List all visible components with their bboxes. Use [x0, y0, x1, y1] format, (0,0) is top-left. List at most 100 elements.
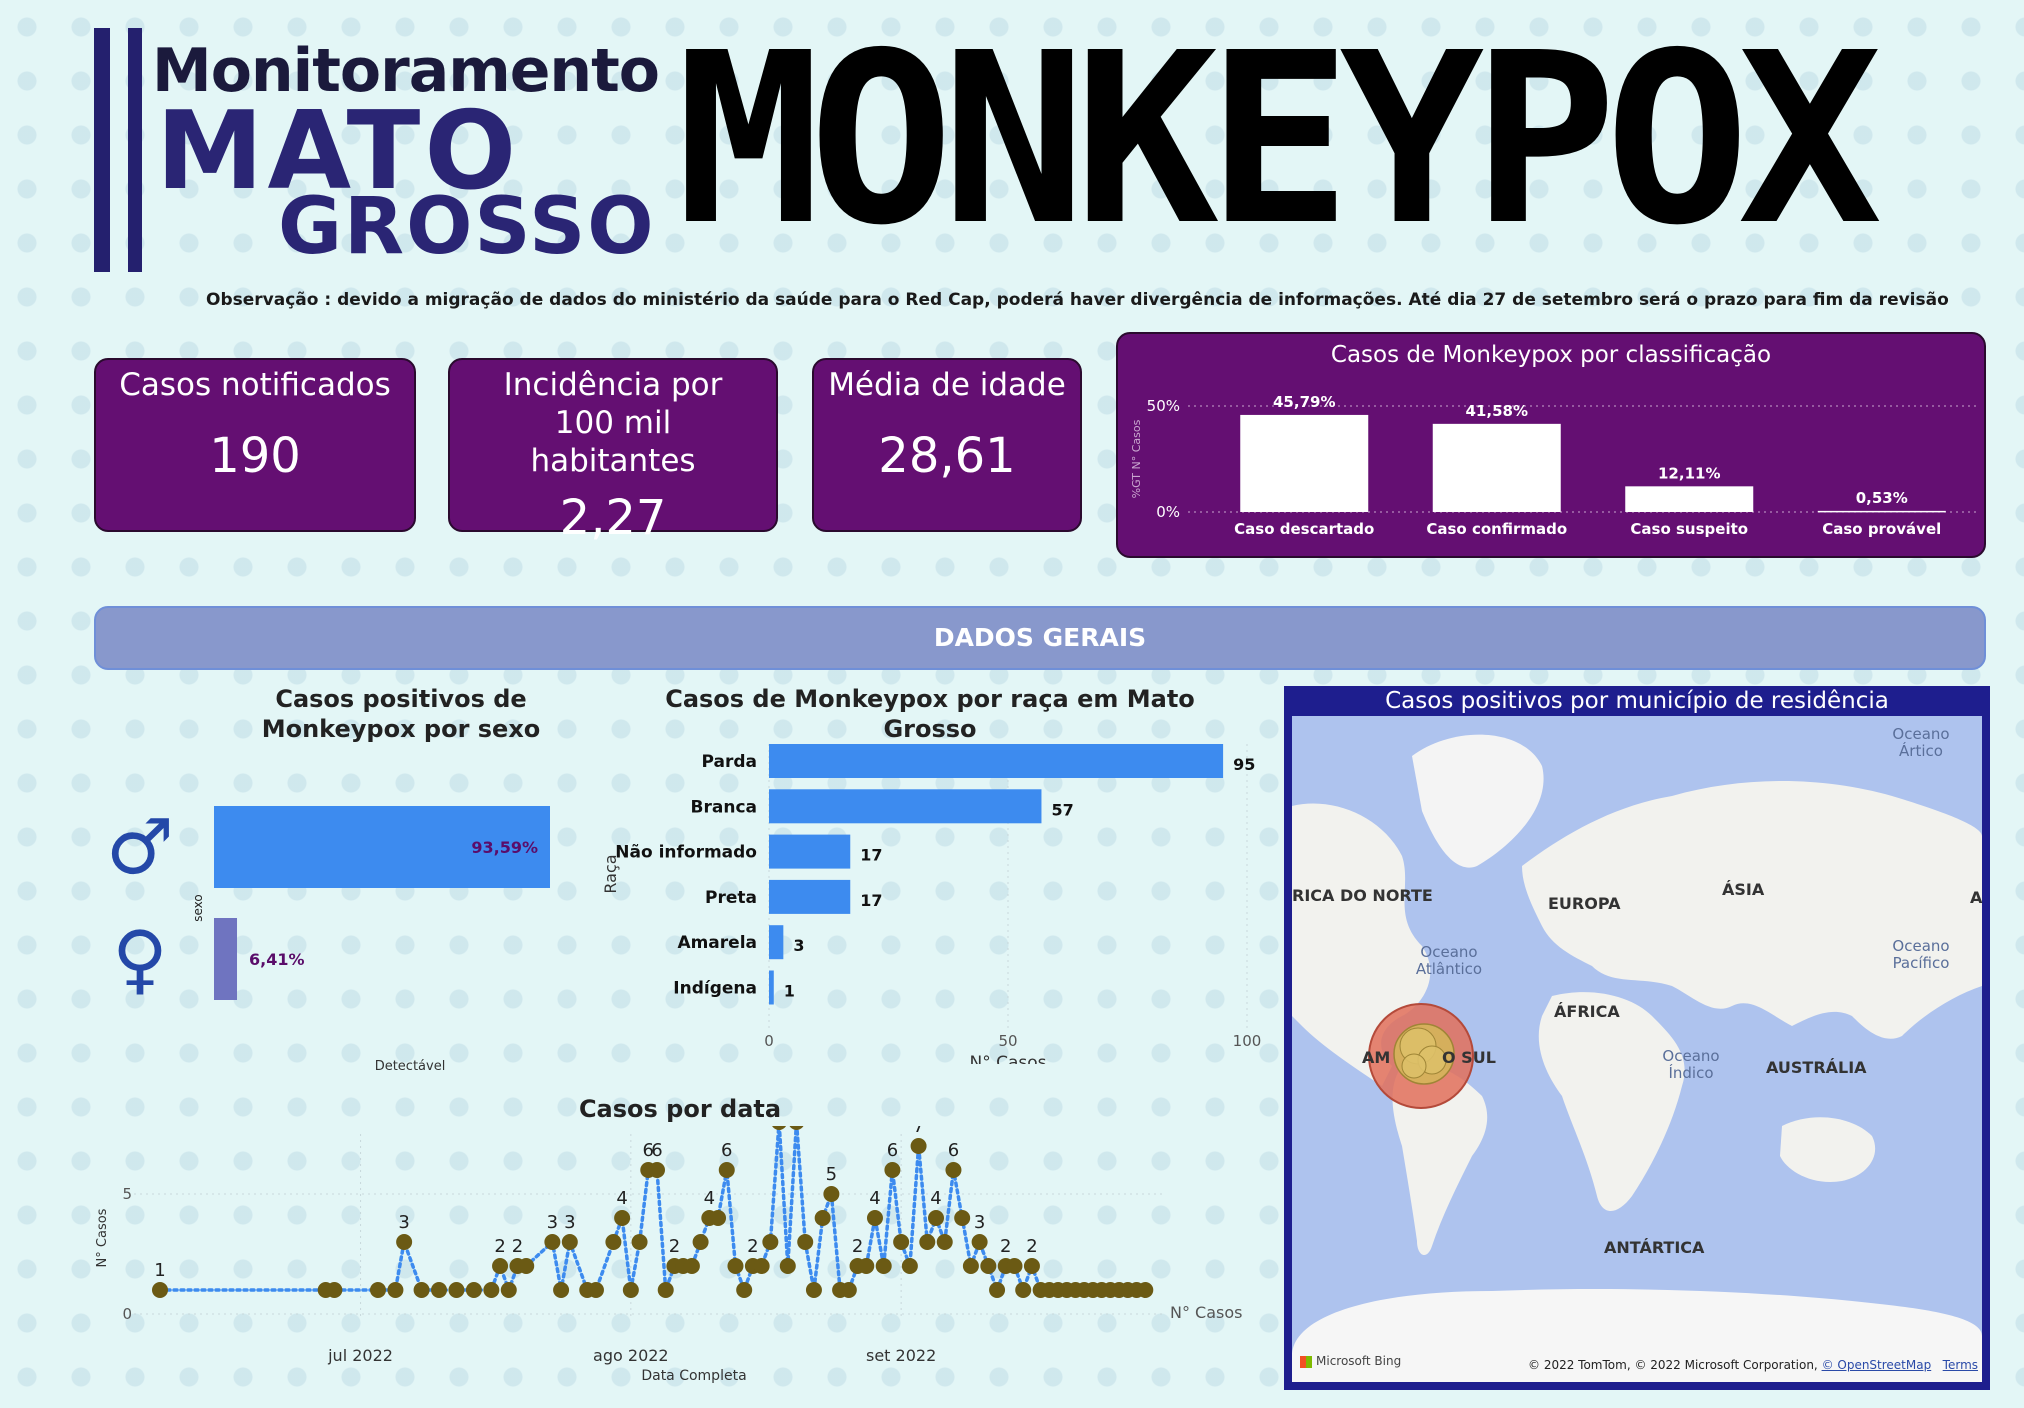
raca-chart: 0 50 100 Parda 95 Branca 57 Não informado 17 Pret… — [601, 744, 1261, 1064]
raca-data-label: 57 — [1051, 800, 1073, 819]
line-point — [779, 1258, 796, 1274]
classificacao-bar — [1432, 423, 1561, 512]
map-label-europe: EUROPA — [1548, 894, 1621, 913]
line-xtick: ago 2022 — [593, 1346, 669, 1365]
logo-monitoramento: Monitoramento — [152, 36, 660, 106]
sexo-bar — [214, 806, 550, 888]
line-point — [492, 1258, 509, 1274]
data-chart-title: Casos por data — [578, 1095, 782, 1123]
line-point — [928, 1210, 945, 1226]
ocean-label-indico: Oceano Índico — [1662, 1047, 1720, 1082]
map-credit-text: © 2022 TomTom, © 2022 Microsoft Corporat… — [1528, 1358, 1822, 1372]
line-point — [727, 1258, 744, 1274]
line-point — [326, 1282, 343, 1298]
line-point — [692, 1234, 709, 1250]
bing-logo: Microsoft Bing — [1300, 1354, 1401, 1368]
classificacao-category-label: Caso suspeito — [1630, 520, 1748, 538]
terms-link[interactable]: Terms — [1942, 1358, 1979, 1372]
line-point — [587, 1282, 604, 1298]
line-point — [945, 1162, 962, 1178]
classificacao-card[interactable]: Casos de Monkeypox por classificação 50%… — [1116, 332, 1986, 558]
line-point — [718, 1162, 735, 1178]
world-map[interactable] — [1292, 716, 1982, 1382]
classificacao-ytick: 50% — [1147, 397, 1180, 415]
kpi-idade-value: 28,61 — [878, 428, 1016, 484]
sexo-bar — [214, 918, 238, 1000]
openstreetmap-link[interactable]: © OpenStreetMap — [1821, 1358, 1932, 1372]
casos-por-data-chart: 0 5 jul 2022 ago 2022 set 2022 Data Completa N… — [95, 1126, 1243, 1384]
line-data-label: 2 — [852, 1236, 863, 1257]
line-point — [936, 1234, 953, 1250]
male-symbol-icon: ♂ — [106, 802, 174, 891]
female-symbol-icon: ♀ — [112, 914, 168, 1003]
line-ytick: 0 — [122, 1305, 132, 1323]
line-data-label: 3 — [974, 1212, 985, 1233]
classificacao-data-label: 12,11% — [1658, 464, 1720, 482]
logo-bar — [94, 28, 110, 272]
map-label-south-america-left: AM — [1362, 1048, 1391, 1067]
line-point — [649, 1162, 665, 1178]
line-point — [805, 1282, 822, 1298]
kpi-idade-title: Média de idade — [828, 367, 1066, 403]
line-point — [448, 1282, 465, 1298]
line-point — [614, 1210, 631, 1226]
line-point — [971, 1234, 988, 1250]
raca-bar — [769, 789, 1042, 824]
kpi-incidencia[interactable]: Incidência por 100 mil habitantes 2,27 — [448, 358, 778, 546]
line-point — [866, 1210, 883, 1226]
kpi-casos-notificados[interactable]: Casos notificados 190 — [94, 358, 416, 532]
raca-category-label: Indígena — [673, 979, 757, 999]
classificacao-data-label: 41,58% — [1466, 402, 1528, 420]
raca-category-label: Amarela — [677, 933, 757, 953]
line-point — [1006, 1258, 1023, 1274]
line-point — [605, 1234, 622, 1250]
line-data-label: 4 — [616, 1188, 627, 1209]
line-point — [710, 1210, 727, 1226]
revision-note: Observação : devido a migração de dados … — [206, 290, 1949, 310]
raca-bar — [769, 744, 1224, 778]
line-point — [772, 1126, 786, 1130]
line-xtick: jul 2022 — [327, 1346, 393, 1365]
kpi-incidencia-value: 2,27 — [559, 490, 667, 546]
line-data-label: 2 — [1026, 1236, 1037, 1257]
line-point — [910, 1138, 927, 1154]
line-point — [893, 1234, 910, 1250]
line-point — [840, 1282, 857, 1298]
raca-ylabel: Raça — [601, 854, 620, 893]
classificacao-data-label: 45,79% — [1273, 393, 1335, 411]
line-point — [1023, 1258, 1040, 1274]
line-point — [753, 1258, 770, 1274]
map-title: Casos positivos por município de residên… — [1385, 688, 1889, 714]
raca-bar — [769, 834, 851, 869]
raca-data-label: 1 — [784, 982, 795, 1001]
line-legend: N° Casos — [1170, 1303, 1243, 1322]
line-xlabel: Data Completa — [641, 1368, 746, 1384]
map-label-africa: ÁFRICA — [1554, 1002, 1620, 1021]
raca-xtick: 0 — [764, 1032, 774, 1050]
line-xtick: set 2022 — [866, 1346, 936, 1365]
line-point — [413, 1282, 430, 1298]
classificacao-bar — [1817, 510, 1946, 513]
line-point — [544, 1234, 561, 1250]
line-point — [989, 1282, 1006, 1298]
map-label-antarctica: ANTÁRTICA — [1604, 1238, 1705, 1257]
kpi-media-idade[interactable]: Média de idade 28,61 — [812, 358, 1082, 532]
line-point — [1137, 1282, 1154, 1298]
line-point — [622, 1282, 639, 1298]
line-point — [858, 1258, 875, 1274]
raca-data-label: 95 — [1233, 755, 1255, 774]
line-data-label: 7 — [913, 1126, 924, 1137]
line-point — [901, 1258, 918, 1274]
classificacao-chart-title: Casos de Monkeypox por classificação — [1330, 342, 1772, 368]
raca-chart-title: Casos de Monkeypox por raça em Mato Gros… — [665, 685, 1195, 743]
line-point — [657, 1282, 674, 1298]
line-point — [962, 1258, 979, 1274]
line-data-label: 3 — [398, 1212, 409, 1233]
line-data-label: 3 — [564, 1212, 575, 1233]
classificacao-category-label: Caso provável — [1822, 520, 1941, 538]
map-credit: © 2022 TomTom, © 2022 Microsoft Corporat… — [1528, 1358, 1978, 1372]
map-label-australia: AUSTRÁLIA — [1766, 1058, 1867, 1077]
line-point — [789, 1126, 804, 1130]
raca-data-label: 17 — [860, 846, 882, 865]
sexo-data-label: 93,59% — [471, 838, 538, 857]
